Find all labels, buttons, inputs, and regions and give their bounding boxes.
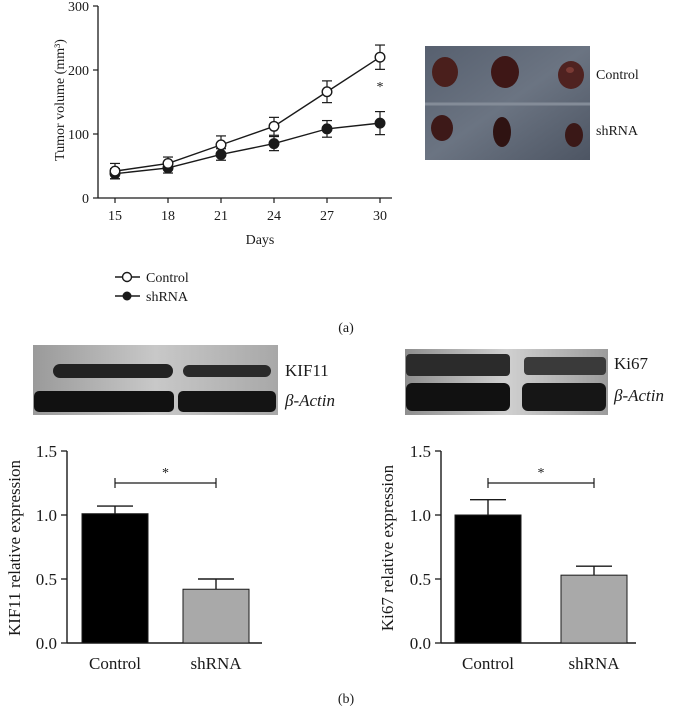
x-tick-label: 18 [161,209,175,224]
data-point-control [215,139,227,151]
line-chart-y-title: Tumor volume (mm³) [53,39,68,161]
y-tick-label: 0.0 [410,634,431,653]
blot-label-actin-right: β-Actin [613,386,664,405]
x-tick-label: 24 [267,209,281,224]
x-tick-label: Control [89,654,141,673]
significance-star: * [162,466,169,481]
tumor-shrna-2 [493,117,511,147]
x-tick-label: 27 [320,209,334,224]
tumor-highlight [566,67,574,73]
y-tick-label: 0.5 [410,570,431,589]
blot-ki67-band-control [406,354,510,376]
y-tick-label: 1.5 [410,442,431,461]
data-point-control [268,120,280,132]
blot-ki67-band-shrna [524,357,606,375]
blot-actin-left-band-shrna [178,391,276,412]
y-tick-label: 1.5 [36,442,57,461]
significance-star: * [377,80,384,95]
ki67-y-title: Ki67 relative expression [378,464,397,631]
y-tick-label: 1.0 [36,506,57,525]
blot-kif11-band-shrna [183,365,271,377]
y-tick-label: 0.0 [36,634,57,653]
tumor-shrna-1 [431,115,453,141]
panel-a-label: (a) [338,321,354,336]
tumor-control-1 [432,57,458,87]
data-point-shrna [321,123,333,135]
y-tick-label: 1.0 [410,506,431,525]
blot-label-ki67: Ki67 [614,354,649,373]
legend-control-marker [121,271,133,283]
series-line-shrna [114,122,381,175]
legend-shrna-marker [122,291,132,301]
x-tick-label: 21 [214,209,228,224]
blot-actin-right-band-control [406,383,510,411]
y-tick-label: 300 [68,0,89,15]
y-tick-label: 200 [68,64,89,79]
data-point-control [109,165,121,177]
tumor-control-3 [558,61,584,89]
kif11-bar-chart: 0.0 0.5 1.0 1.5 Control shRNA * [36,442,262,673]
significance-star: * [538,466,545,481]
photo-label-control: Control [596,68,639,83]
photo-label-shrna: shRNA [596,124,639,139]
data-point-shrna [374,117,386,129]
line-chart-x-title: Days [246,233,275,248]
blot-label-kif11: KIF11 [285,361,329,380]
panel-b-label: (b) [338,692,355,707]
blot-actin-right-band-shrna [522,383,606,411]
blot-actin-left-band-control [34,391,174,412]
legend-control-label: Control [146,271,189,286]
bar-control [454,514,522,644]
blot-kif11-band-control [53,364,173,378]
y-tick-label: 0.5 [36,570,57,589]
legend-shrna-label: shRNA [146,290,189,305]
bar-control [81,513,149,644]
x-tick-label: shRNA [190,654,242,673]
y-tick-label: 100 [68,128,89,143]
tumor-photograph [425,46,590,160]
data-point-control [162,157,174,169]
western-blot-kif11 [33,345,278,415]
data-point-control [321,86,333,98]
x-tick-label: shRNA [568,654,620,673]
x-tick-label: Control [462,654,514,673]
x-tick-label: 15 [108,209,122,224]
data-point-control [374,51,386,63]
ki67-bar-chart: 0.0 0.5 1.0 1.5 Control shRNA * [410,442,636,673]
tumor-control-2 [491,56,519,88]
kif11-y-title: KIF11 relative expression [5,460,24,636]
bar-shrna [560,574,628,644]
tumor-volume-line-chart: 0 100 200 300 15 18 21 24 27 30 * [68,0,392,224]
data-point-shrna [268,138,280,150]
blot-label-actin-left: β-Actin [284,391,335,410]
western-blot-ki67 [405,349,608,415]
tumor-shrna-3 [565,123,583,147]
x-tick-label: 30 [373,209,387,224]
bar-shrna [182,588,250,644]
line-chart-legend: Control shRNA [115,271,189,305]
y-tick-label: 0 [82,192,89,207]
series-line-control [114,56,381,172]
